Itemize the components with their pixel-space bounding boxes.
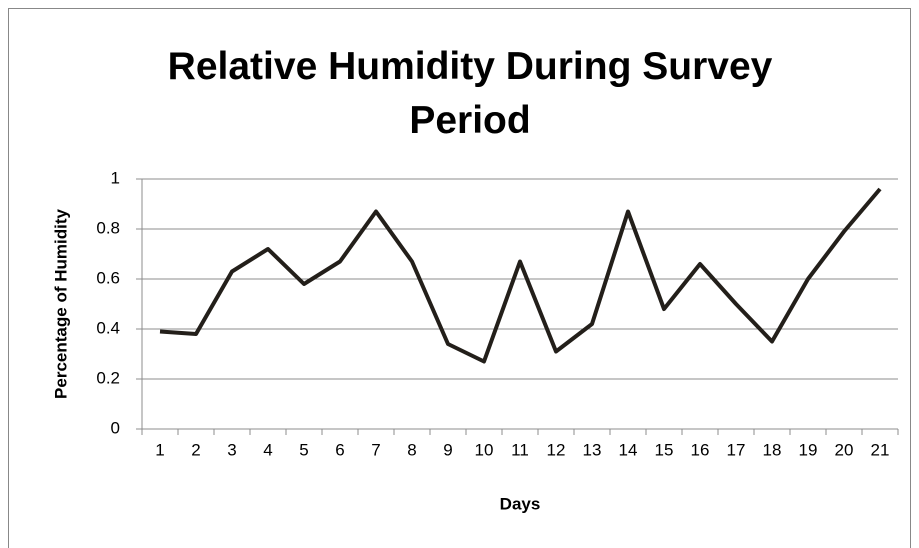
y-tick-label: 0.4 xyxy=(96,318,120,337)
y-tick-label: 1 xyxy=(111,168,120,187)
y-tick-label: 0.6 xyxy=(96,268,120,287)
x-tick-label: 11 xyxy=(511,440,529,459)
x-tick-label: 16 xyxy=(691,440,710,459)
x-tick-label: 9 xyxy=(443,440,452,459)
x-tick-label: 17 xyxy=(727,440,746,459)
x-tick-label: 14 xyxy=(619,440,638,459)
x-axis-label: Days xyxy=(500,494,541,513)
x-tick-label: 21 xyxy=(871,440,890,459)
x-tick-label: 10 xyxy=(475,440,494,459)
x-tick-label: 13 xyxy=(583,440,602,459)
y-axis-label: Percentage of Humidity xyxy=(51,209,70,399)
x-tick-label: 1 xyxy=(155,440,164,459)
x-tick-label: 3 xyxy=(227,440,236,459)
chart-title: Relative Humidity During Survey Period xyxy=(167,45,773,142)
x-tick-label: 7 xyxy=(371,440,380,459)
y-tick-label: 0.8 xyxy=(96,218,120,237)
x-tick-label: 20 xyxy=(835,440,854,459)
x-tick-label: 18 xyxy=(763,440,782,459)
x-tick-label: 5 xyxy=(299,440,308,459)
y-tick-label: 0 xyxy=(111,418,120,437)
x-tick-label: 8 xyxy=(407,440,416,459)
x-tick-label: 12 xyxy=(547,440,566,459)
x-tick-label: 6 xyxy=(335,440,344,459)
y-tick-label: 0.2 xyxy=(96,368,120,387)
x-tick-label: 2 xyxy=(191,440,200,459)
x-tick-label: 15 xyxy=(655,440,674,459)
x-tick-label: 19 xyxy=(799,440,818,459)
chart-border xyxy=(8,8,911,548)
x-tick-label: 4 xyxy=(263,440,272,459)
data-line xyxy=(159,187,882,364)
